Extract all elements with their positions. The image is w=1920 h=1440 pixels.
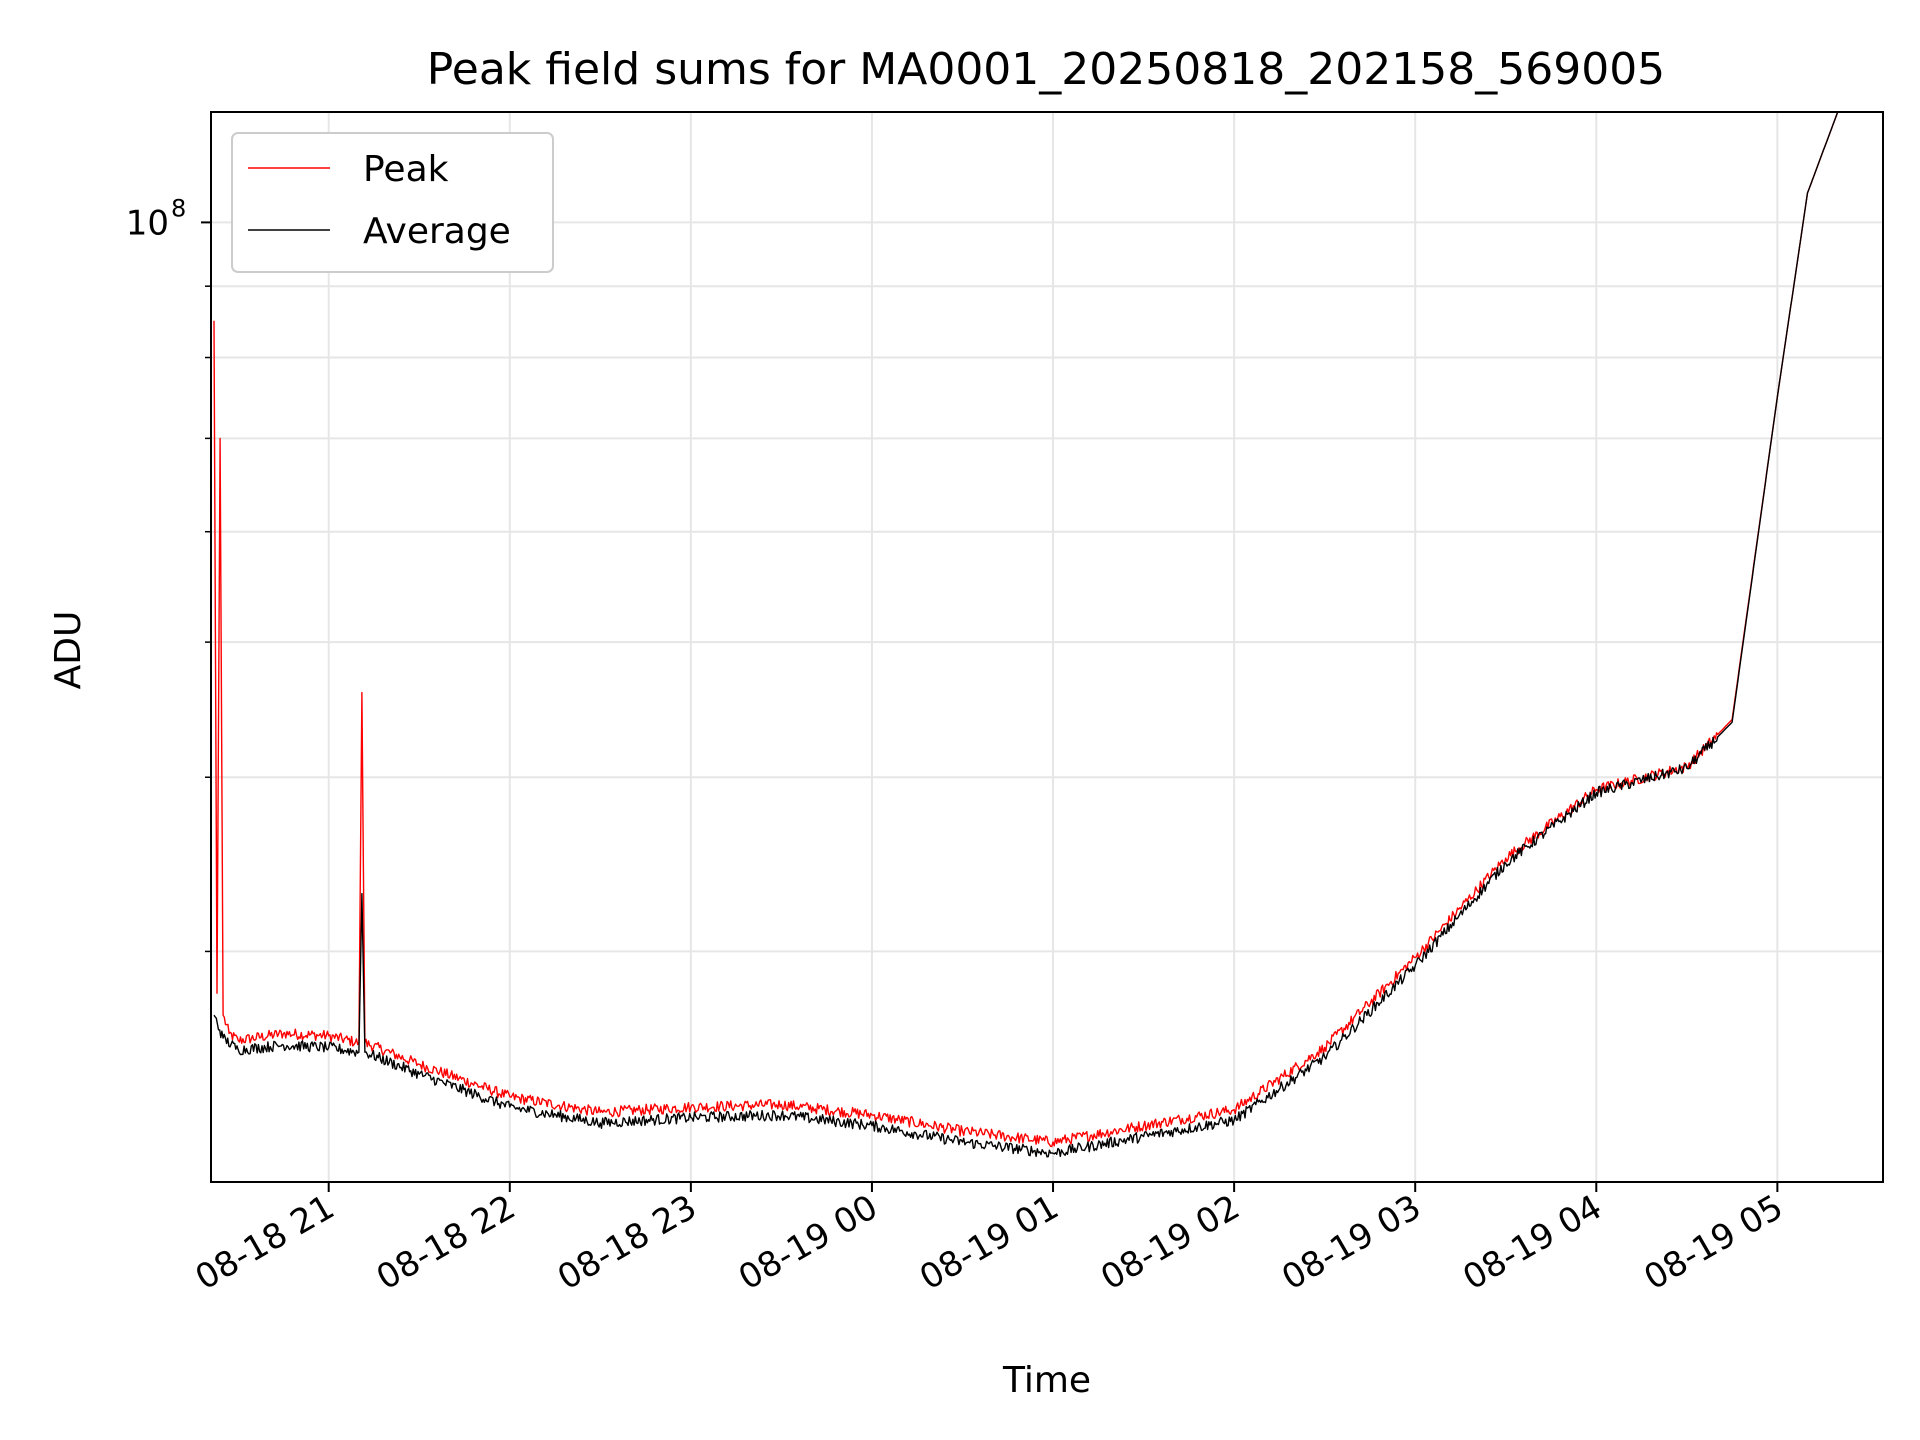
legend-label-peak: Peak — [363, 149, 449, 190]
series-line-average — [213, 112, 1839, 1158]
plot-frame — [210, 111, 1884, 1183]
legend: Peak Average — [231, 132, 554, 273]
x-axis-label: Time — [1002, 1360, 1091, 1401]
y-tick-label-exponent: 8 — [171, 194, 186, 222]
series-line-peak — [213, 112, 1839, 1148]
grid — [211, 112, 1883, 1182]
y-axis-label: ADU — [48, 611, 89, 690]
y-tick-label-base: 10 — [126, 203, 169, 243]
legend-label-average: Average — [363, 211, 511, 252]
y-axis: 10 8 — [126, 194, 211, 953]
chart-title: Peak field sums for MA0001_20250818_2021… — [427, 44, 1665, 95]
series-layer — [213, 112, 1839, 1158]
